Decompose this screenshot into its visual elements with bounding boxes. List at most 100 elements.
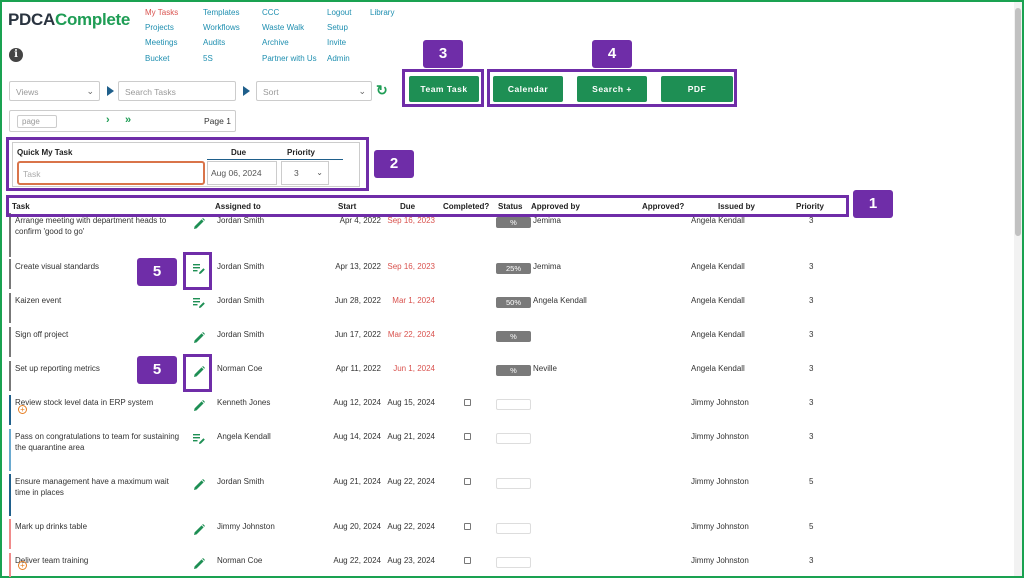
scrollbar[interactable] [1014, 2, 1022, 576]
col-due[interactable]: Due [400, 202, 416, 211]
nav-admin[interactable]: Admin [327, 53, 350, 63]
assigned-to: Jordan Smith [217, 262, 265, 271]
task-name[interactable]: Ensure management have a maximum wait ti… [15, 477, 169, 497]
nav-bucket[interactable]: Bucket [145, 53, 170, 63]
nav-ccc[interactable]: CCC [262, 8, 280, 17]
pencil-icon[interactable] [192, 478, 206, 492]
col-approved[interactable]: Approved? [642, 202, 685, 211]
table-row[interactable]: Create visual standards Jordan Smith Apr 1… [9, 259, 839, 289]
nav-waste-walk[interactable]: Waste Walk [262, 23, 305, 33]
table-row[interactable]: Pass on congratulations to team for sust… [9, 429, 839, 471]
task-name[interactable]: Deliver team training [15, 556, 89, 565]
status-progress [496, 478, 531, 489]
nav-meetings[interactable]: Meetings [145, 38, 178, 48]
task-name[interactable]: Set up reporting metrics [15, 364, 100, 373]
completed-checkbox[interactable] [464, 523, 471, 530]
pencil-icon[interactable] [192, 557, 206, 571]
col-status[interactable]: Status [498, 202, 523, 211]
nav-logout[interactable]: Logout [327, 8, 352, 17]
info-icon[interactable]: i [9, 48, 23, 62]
row-color-bar [9, 395, 11, 425]
nav-invite[interactable]: Invite [327, 38, 347, 48]
search-plus-button[interactable]: Search + [577, 76, 647, 102]
completed-checkbox[interactable] [464, 399, 471, 406]
table-row[interactable]: Arrange meeting with department heads to… [9, 213, 839, 257]
add-subtask-icon[interactable]: + [18, 405, 27, 414]
pencil-icon[interactable] [192, 399, 206, 413]
logo[interactable]: PDCAComplete [8, 10, 130, 30]
pencil-icon[interactable] [192, 217, 206, 231]
nav-archive[interactable]: Archive [262, 38, 289, 48]
completed-checkbox[interactable] [464, 478, 471, 485]
add-subtask-icon[interactable]: + [18, 561, 27, 570]
views-select[interactable]: Views ⌄ [9, 81, 100, 101]
col-completed[interactable]: Completed? [443, 202, 490, 211]
play-icon[interactable] [243, 86, 250, 96]
row-color-bar [9, 293, 11, 323]
completed-checkbox[interactable] [464, 557, 471, 564]
nav-partner[interactable]: Partner with Us [262, 53, 317, 63]
nav-5s[interactable]: 5S [203, 53, 213, 63]
nav-library[interactable]: Library [370, 8, 395, 17]
nav-templates[interactable]: Templates [203, 8, 240, 17]
nav-projects[interactable]: Projects [145, 23, 174, 33]
col-approved-by[interactable]: Approved by [531, 202, 580, 211]
nav-audits[interactable]: Audits [203, 38, 226, 48]
table-row[interactable]: Mark up drinks table Jimmy Johnston Aug 20… [9, 519, 839, 549]
task-name[interactable]: Create visual standards [15, 262, 100, 271]
nav-setup[interactable]: Setup [327, 23, 348, 33]
col-priority[interactable]: Priority [796, 202, 825, 211]
task-name[interactable]: Mark up drinks table [15, 522, 88, 531]
list-edit-icon[interactable] [192, 431, 206, 445]
pencil-icon[interactable] [192, 365, 206, 379]
table-row[interactable]: Deliver team training + Norman Coe Aug 22, … [9, 553, 839, 577]
row-color-bar [9, 213, 11, 257]
pencil-icon[interactable] [192, 523, 206, 537]
priority-value: 5 [809, 477, 814, 486]
table-row[interactable]: Kaizen event Jordan Smith Jun 28, 2022 Mar … [9, 293, 839, 323]
col-start[interactable]: Start [338, 202, 357, 211]
table-row[interactable]: Sign off project Jordan Smith Jun 17, 2022… [9, 327, 839, 357]
task-name[interactable]: Kaizen event [15, 296, 62, 305]
due-date: Aug 22, 2024 [387, 477, 435, 486]
table-row[interactable]: Ensure management have a maximum wait ti… [9, 474, 839, 516]
last-page-icon[interactable]: » [125, 114, 132, 126]
nav-workflows[interactable]: Workflows [203, 23, 240, 33]
task-name[interactable]: Review stock level data in ERP system [15, 398, 154, 407]
start-date: Apr 4, 2022 [339, 216, 381, 225]
completed-checkbox[interactable] [464, 433, 471, 440]
col-assigned[interactable]: Assigned to [215, 202, 261, 211]
team-task-button[interactable]: Team Task [409, 76, 479, 102]
next-page-icon[interactable]: › [106, 114, 110, 126]
pencil-icon[interactable] [192, 331, 206, 345]
scrollbar-thumb[interactable] [1015, 8, 1021, 236]
callout-badge-5a: 5 [137, 258, 177, 286]
table-row[interactable]: Set up reporting metrics Norman Coe Apr 11… [9, 361, 839, 391]
start-date: Aug 20, 2024 [333, 522, 381, 531]
issued-by: Jimmy Johnston [691, 398, 749, 407]
assigned-to: Jordan Smith [217, 477, 265, 486]
callout-badge-3: 3 [423, 40, 463, 68]
col-issued-by[interactable]: Issued by [718, 202, 755, 211]
play-icon[interactable] [107, 86, 114, 96]
refresh-icon[interactable]: ↻ [376, 82, 388, 98]
task-name[interactable]: Sign off project [15, 330, 69, 339]
nav-my-tasks[interactable]: My Tasks [145, 8, 179, 17]
list-edit-icon[interactable] [192, 261, 206, 275]
list-edit-icon[interactable] [192, 295, 206, 309]
quick-priority-select[interactable]: 3 ⌄ [281, 161, 329, 185]
row-color-bar [9, 553, 11, 577]
quick-due-input[interactable]: Aug 06, 2024 [207, 161, 277, 185]
col-task[interactable]: Task [12, 202, 30, 211]
table-row[interactable]: Review stock level data in ERP system + Ke… [9, 395, 839, 425]
row-color-bar [9, 259, 11, 289]
calendar-button[interactable]: Calendar [493, 76, 563, 102]
sort-select[interactable]: Sort ⌄ [256, 81, 372, 101]
task-name[interactable]: Arrange meeting with department heads to… [15, 216, 167, 236]
pdf-button[interactable]: PDF [661, 76, 733, 102]
page-input[interactable]: page [17, 115, 57, 128]
quick-task-input[interactable]: Task [17, 161, 205, 185]
search-input[interactable]: Search Tasks [118, 81, 236, 101]
task-name[interactable]: Pass on congratulations to team for sust… [15, 432, 180, 452]
priority-value: 3 [809, 262, 814, 271]
